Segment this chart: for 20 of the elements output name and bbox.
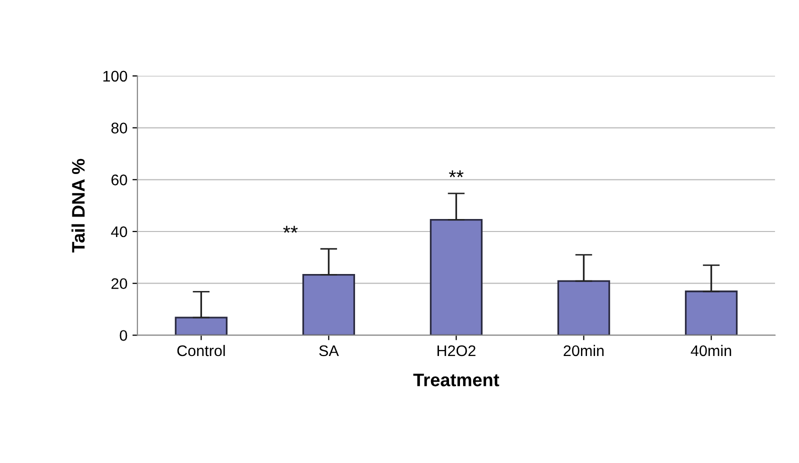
- y-tick-label: 20: [111, 278, 128, 290]
- bar: [684, 290, 738, 336]
- x-tick-label: Control: [177, 344, 225, 356]
- bar: [174, 316, 228, 336]
- bar: [302, 274, 356, 336]
- x-tick-label: 40min: [690, 344, 732, 356]
- annotation: **: [283, 226, 298, 233]
- x-axis-title: Treatment: [413, 374, 500, 386]
- y-tick-label: 100: [103, 70, 128, 82]
- y-axis-title: Tail DNA %: [72, 158, 85, 253]
- y-tick-label: 80: [111, 122, 128, 134]
- y-tick-label: 40: [111, 226, 128, 238]
- bar: [430, 218, 483, 336]
- y-tick-label: 0: [120, 330, 128, 341]
- y-tick-label: 60: [111, 174, 128, 186]
- annotation: **: [448, 170, 464, 178]
- x-tick-label: 20min: [564, 344, 604, 356]
- x-tick-label: H2O2: [438, 345, 476, 356]
- x-tick-label: SA: [319, 345, 339, 356]
- bar: [557, 280, 610, 336]
